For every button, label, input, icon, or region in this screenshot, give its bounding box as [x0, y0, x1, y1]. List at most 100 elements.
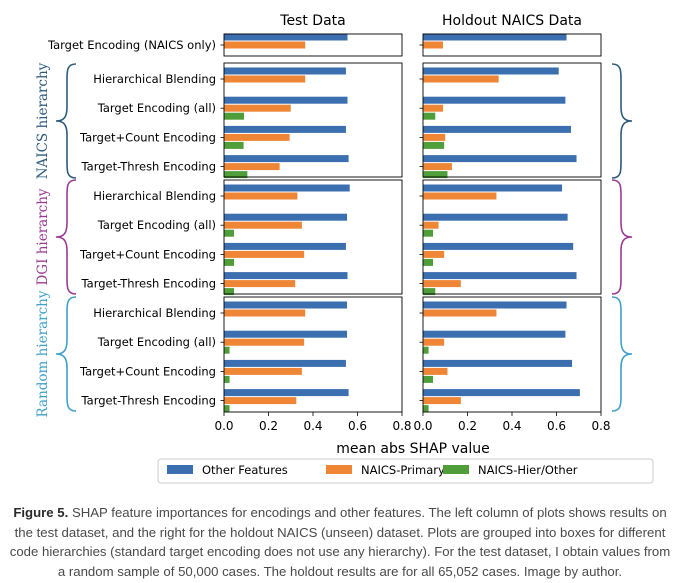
bar-naics-primary [423, 250, 445, 258]
legend-entry: NAICS-Primary [361, 463, 445, 477]
hierarchy-label: DGI hierarchy [35, 188, 51, 285]
bar-naics-primary [423, 41, 444, 49]
bar-other-features [423, 242, 574, 250]
left-brace [55, 179, 77, 295]
bar-naics-primary [224, 221, 302, 229]
bar-other-features [224, 213, 348, 221]
right-brace [611, 63, 633, 179]
bar-other-features [423, 213, 568, 221]
left-brace [55, 296, 77, 412]
category-label: Target-Thresh Encoding [81, 394, 216, 408]
bar-other-features [423, 67, 559, 75]
category-label: Target Encoding (all) [97, 101, 216, 115]
hierarchy-label: NAICS hierarchy [35, 62, 51, 179]
bar-other-features [423, 359, 573, 367]
legend-swatch [443, 465, 469, 474]
category-label: Hierarchical Blending [93, 72, 216, 86]
bar-other-features [224, 96, 348, 104]
bar-other-features [224, 301, 348, 309]
bar-naics-hier-other [423, 346, 429, 354]
category-label: Target-Thresh Encoding [81, 160, 216, 174]
panel-frame [223, 179, 403, 295]
x-tick-label: 0.0 [413, 419, 432, 433]
bar-other-features [423, 184, 563, 192]
category-label: Target Encoding (all) [97, 218, 216, 232]
x-tick-label: 0.2 [458, 419, 477, 433]
legend-entry: Other Features [202, 463, 288, 477]
bar-naics-hier-other [423, 375, 434, 383]
bar-naics-hier-other [224, 229, 235, 237]
bar-other-features [224, 184, 350, 192]
bar-naics-primary [423, 75, 499, 83]
bar-naics-hier-other [224, 171, 248, 179]
x-tick-label: 0.0 [214, 419, 233, 433]
x-tick-label: 0.6 [348, 419, 367, 433]
bar-other-features [224, 330, 348, 338]
x-axis-label: mean abs SHAP value [336, 441, 490, 457]
bar-naics-hier-other [423, 258, 434, 266]
bar-naics-primary [224, 338, 305, 346]
caption-text: SHAP feature importances for encodings a… [9, 505, 671, 579]
bar-naics-hier-other [224, 346, 230, 354]
bar-other-features [224, 389, 349, 397]
bar-other-features [423, 272, 577, 280]
x-tick-label: 0.6 [547, 419, 566, 433]
bar-naics-primary [423, 397, 461, 405]
hierarchy-label: Random hierarchy [35, 290, 51, 417]
bar-naics-primary [423, 309, 497, 317]
x-tick-label: 0.8 [591, 419, 610, 433]
category-label: Target Encoding (all) [97, 335, 216, 349]
panel-frame [422, 179, 602, 295]
bar-naics-hier-other [423, 229, 434, 237]
bar-naics-primary [423, 133, 446, 141]
panel-frame [422, 62, 602, 178]
bar-other-features [224, 33, 348, 41]
panel-frame [422, 33, 602, 57]
category-label: Target-Thresh Encoding [81, 277, 216, 291]
bar-naics-hier-other [423, 112, 436, 120]
caption-label: Figure 5. [13, 505, 69, 520]
bar-other-features [224, 67, 346, 75]
bar-other-features [423, 96, 566, 104]
x-tick-label: 0.2 [259, 419, 278, 433]
category-label: Target+Count Encoding [79, 364, 216, 378]
bar-naics-hier-other [423, 288, 436, 296]
bar-other-features [423, 389, 580, 397]
bar-naics-primary [423, 280, 461, 288]
x-tick-label: 0.4 [303, 419, 322, 433]
panel-frame [223, 33, 403, 57]
bar-naics-hier-other [224, 375, 230, 383]
category-label: Target+Count Encoding [79, 247, 216, 261]
bar-naics-primary [224, 309, 306, 317]
bar-naics-primary [224, 104, 291, 112]
bar-naics-hier-other [224, 258, 235, 266]
bar-naics-primary [224, 250, 305, 258]
figure-caption: Figure 5. SHAP feature importances for e… [6, 503, 674, 581]
bar-naics-hier-other [423, 171, 448, 179]
x-tick-label: 0.4 [502, 419, 521, 433]
panel-title-2: Holdout NAICS Data [442, 13, 582, 29]
category-label: Hierarchical Blending [93, 189, 216, 203]
legend-swatch [167, 465, 193, 474]
right-brace [611, 179, 633, 295]
bar-other-features [423, 125, 571, 133]
bar-naics-primary [224, 397, 297, 405]
bar-naics-hier-other [224, 405, 230, 413]
bar-naics-hier-other [224, 288, 235, 296]
bar-naics-primary [423, 221, 439, 229]
category-label: Target Encoding (NAICS only) [47, 38, 216, 52]
bar-naics-primary [224, 75, 306, 83]
panel-title-1: Test Data [279, 13, 345, 29]
right-brace [611, 296, 633, 412]
category-label: Target+Count Encoding [79, 130, 216, 144]
bar-other-features [224, 272, 348, 280]
bar-naics-primary [224, 163, 280, 171]
bar-other-features [224, 125, 346, 133]
bar-naics-primary [423, 163, 452, 171]
bar-naics-primary [423, 192, 497, 200]
legend-entry: NAICS-Hier/Other [478, 463, 578, 477]
bar-naics-hier-other [423, 141, 445, 149]
bar-naics-hier-other [423, 405, 429, 413]
legend-swatch [326, 465, 352, 474]
bar-naics-primary [224, 192, 298, 200]
